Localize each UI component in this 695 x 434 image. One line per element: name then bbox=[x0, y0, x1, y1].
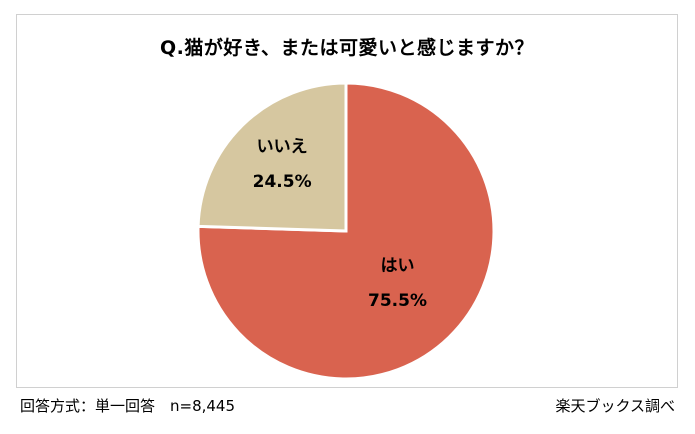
chart-title: Q.猫が好き、または可愛いと感じますか？ bbox=[159, 37, 535, 59]
pie-slice-1 bbox=[196, 81, 348, 233]
source-note: 楽天ブックス調べ bbox=[555, 397, 675, 415]
slice-label-0: はい bbox=[380, 256, 414, 276]
slice-value-label-1: 24.5% bbox=[253, 172, 312, 192]
slice-value-label-0: 75.5% bbox=[368, 291, 427, 311]
response-method-note: 回答方式：単一回答 n=8,445 bbox=[20, 397, 236, 415]
slice-label-1: いいえ bbox=[257, 137, 308, 157]
